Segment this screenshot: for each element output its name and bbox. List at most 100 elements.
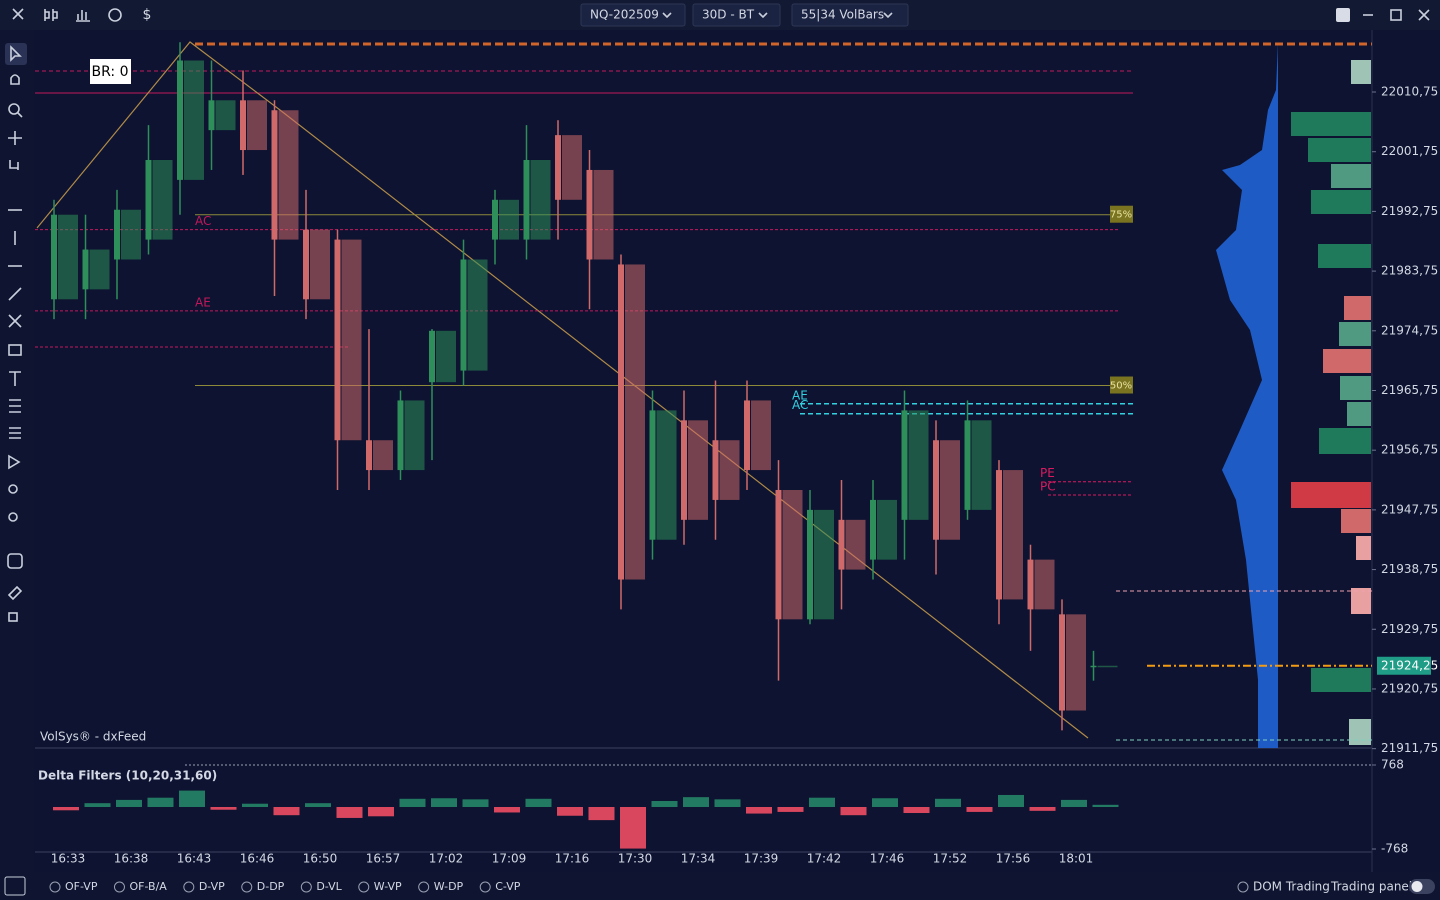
x-tick-label: 16:46 xyxy=(240,852,275,866)
layer-toggle[interactable]: D-VP xyxy=(199,880,225,893)
delta-bar xyxy=(1061,799,1087,807)
bar-type: 55|34 VolBars xyxy=(801,8,884,22)
candle-body xyxy=(744,400,750,471)
radio[interactable] xyxy=(183,881,195,893)
footprint xyxy=(688,420,708,520)
candle-body xyxy=(492,199,498,240)
x-tick-label: 17:46 xyxy=(870,852,905,866)
x-tick-label: 16:57 xyxy=(366,852,401,866)
radio[interactable] xyxy=(479,881,491,893)
delta-bar xyxy=(242,803,268,807)
delta-bar xyxy=(431,798,457,807)
candle-body xyxy=(933,440,939,540)
delta-bar xyxy=(620,807,646,849)
y-tick-label: 21974,75 xyxy=(1381,323,1438,337)
layer-toggle[interactable]: D-DP xyxy=(257,880,285,893)
footprint xyxy=(782,489,803,620)
x-tick-label: 17:02 xyxy=(429,852,464,866)
radio[interactable] xyxy=(300,881,312,893)
layer-toggle[interactable]: W-DP xyxy=(434,880,464,893)
footprint xyxy=(1034,559,1055,610)
close-icon[interactable] xyxy=(12,8,24,20)
y-tick-label: 21965,75 xyxy=(1381,383,1438,397)
x-tick-label: 16:38 xyxy=(114,852,149,866)
radio[interactable] xyxy=(1237,881,1249,893)
chevron xyxy=(758,12,768,19)
delta-bar xyxy=(683,797,709,807)
candle-body xyxy=(964,420,971,510)
maximize-icon[interactable] xyxy=(1390,9,1402,21)
delta-bar xyxy=(966,807,993,812)
bars-icon[interactable] xyxy=(76,10,90,22)
trading-panel[interactable]: Trading panel xyxy=(1330,880,1412,894)
level-badge xyxy=(1110,205,1133,223)
x-tick-label: 17:30 xyxy=(618,852,653,866)
window-close-icon[interactable] xyxy=(1418,9,1430,21)
candle-body xyxy=(712,440,719,500)
layer-toggle[interactable]: C-VP xyxy=(495,880,521,893)
delta-bar xyxy=(116,799,142,807)
level-badge xyxy=(1110,376,1133,394)
radio[interactable] xyxy=(113,881,125,893)
footprint xyxy=(1066,614,1086,711)
volume-profile xyxy=(1216,42,1278,748)
footprint xyxy=(940,440,960,540)
radio[interactable] xyxy=(358,881,370,893)
footprint xyxy=(89,249,110,290)
delta-bar xyxy=(147,797,174,807)
tool-icons[interactable] xyxy=(7,45,23,622)
delta-bar xyxy=(53,807,79,811)
candle-body xyxy=(1027,559,1034,610)
chevron xyxy=(662,12,672,19)
currency-icon[interactable]: $ xyxy=(143,7,152,23)
delta-bar xyxy=(903,807,930,814)
footprint xyxy=(908,410,929,520)
footprint xyxy=(719,440,740,500)
footprint xyxy=(247,100,267,151)
delta-bar xyxy=(84,803,111,807)
level-label: AE xyxy=(195,295,211,309)
delta-bar xyxy=(714,799,741,807)
layer-toggle[interactable]: OF-B/A xyxy=(129,880,167,893)
footprint xyxy=(656,410,677,540)
bars-dropdown[interactable] xyxy=(791,3,909,27)
y-tick-label: 22001,75 xyxy=(1381,144,1438,158)
candle-body xyxy=(366,440,372,471)
layer-toggle[interactable]: W-VP xyxy=(374,880,402,893)
candle-body xyxy=(838,519,845,570)
panel-icon[interactable] xyxy=(4,876,26,896)
x-tick-label: 17:09 xyxy=(492,852,527,866)
layer-toggle[interactable]: OF-VP xyxy=(65,880,98,893)
x-tick-label: 18:01 xyxy=(1059,852,1094,866)
layer-toggle[interactable]: D-VL xyxy=(316,880,342,893)
volume-bars xyxy=(1291,60,1371,745)
last-price-box xyxy=(1377,656,1431,675)
radio[interactable] xyxy=(241,881,253,893)
footprint xyxy=(215,100,236,131)
delta-bar xyxy=(462,799,489,807)
candle-body xyxy=(649,410,656,540)
level-label: AC xyxy=(792,398,808,412)
period-dropdown[interactable] xyxy=(692,3,781,27)
tool-selected[interactable] xyxy=(5,43,27,65)
radio[interactable] xyxy=(418,881,430,893)
radio[interactable] xyxy=(49,881,61,893)
delta-bar xyxy=(651,800,678,807)
symbol-dropdown[interactable] xyxy=(580,3,686,27)
settings-icon[interactable] xyxy=(108,8,122,22)
footprint xyxy=(58,214,78,300)
footprint xyxy=(562,135,582,200)
period: 30D - BT xyxy=(702,8,755,22)
delta-bar xyxy=(872,798,898,807)
delta-bar xyxy=(746,807,772,814)
footprint xyxy=(373,440,393,471)
y-tick-label: 21929,75 xyxy=(1381,622,1438,636)
candle-body xyxy=(82,249,89,290)
candle-body xyxy=(775,489,782,620)
dom-trading[interactable]: DOM Trading xyxy=(1253,880,1330,894)
layout-icon[interactable] xyxy=(1336,8,1350,22)
candles-icon[interactable] xyxy=(44,9,58,21)
delta-bar xyxy=(1029,807,1056,811)
bottom-bar xyxy=(0,872,1440,900)
